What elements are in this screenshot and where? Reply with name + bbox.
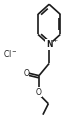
Text: +: + bbox=[52, 38, 58, 43]
Text: O: O bbox=[36, 88, 42, 97]
Text: O: O bbox=[23, 69, 29, 78]
Text: N: N bbox=[46, 40, 52, 49]
Text: Cl$^-$: Cl$^-$ bbox=[3, 48, 17, 59]
